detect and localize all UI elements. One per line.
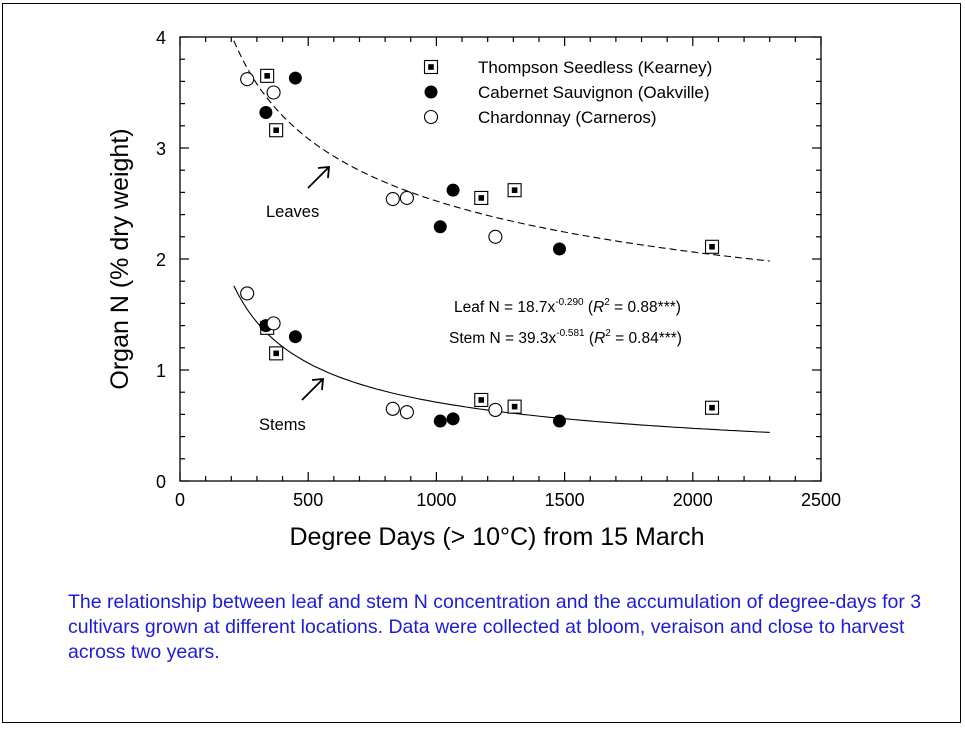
data-point-boxed-dot-square: [269, 346, 284, 361]
data-point-boxed-dot-square-dot: [511, 187, 518, 193]
data-point-boxed-dot-square-dot: [709, 404, 715, 411]
data-point-boxed-dot-square-dot: [264, 73, 270, 79]
y-tick-label: 0: [156, 472, 166, 492]
data-point-boxed-dot-square: [704, 400, 720, 415]
data-point-filled-circle: [433, 414, 447, 428]
data-point-boxed-dot-square: [507, 183, 522, 198]
stems-arrow: [301, 379, 323, 401]
data-point-open-circle: [240, 286, 255, 301]
x-tick-label: 2000: [673, 490, 713, 510]
ticks: 0 500 1000 1500 2000 2500 0 1 2 3 4: [156, 28, 841, 510]
legend-marker-filled-circle: [424, 85, 438, 99]
data-point-boxed-dot-square-dot: [273, 350, 279, 357]
leaves-arrow: [307, 167, 329, 189]
legend-marker-open-circle: [423, 109, 439, 125]
x-tick-label: 1500: [545, 490, 585, 510]
leaves-label: Leaves: [266, 203, 319, 221]
data-point-open-circle: [399, 190, 414, 205]
leaves-arrow-head: [317, 166, 330, 179]
data-point-filled-circle: [552, 414, 566, 428]
legend-label: Thompson Seedless (Kearney): [478, 58, 712, 77]
data-point-filled-circle: [288, 71, 302, 85]
y-tick-label: 4: [156, 28, 166, 48]
data-point-boxed-dot-square: [474, 190, 489, 205]
data-point-filled-circle: [446, 412, 460, 426]
data-point-open-circle: [399, 405, 414, 420]
y-tick-label: 3: [156, 139, 166, 159]
data-point-open-circle: [488, 229, 503, 244]
data-point-open-circle: [385, 192, 400, 207]
legend-label: Chardonnay (Carneros): [478, 108, 657, 127]
legend: Thompson Seedless (Kearney) Cabernet Sauv…: [423, 58, 712, 127]
data-point-boxed-dot-square: [507, 399, 522, 414]
annotations: Degree Days (> 10°C) from 15 March Organ…: [106, 128, 705, 551]
data-point-filled-circle: [552, 242, 566, 256]
data-point-open-circle: [488, 402, 503, 418]
x-tick-label: 500: [293, 490, 323, 510]
data-point-boxed-dot-square-dot: [478, 195, 485, 201]
stems-label: Stems: [259, 416, 306, 434]
data-point-filled-circle: [259, 105, 273, 119]
legend-marker-boxed-dot-square: [423, 59, 439, 75]
slide-frame: [2, 3, 961, 723]
data-point-filled-circle: [446, 183, 460, 197]
data-point-boxed-dot-square-dot: [511, 403, 518, 410]
x-tick-label: 2500: [801, 490, 841, 510]
x-tick-label: 0: [175, 490, 185, 510]
data-point-open-circle: [240, 72, 255, 87]
data-point-boxed-dot-square-dot: [709, 243, 715, 250]
data-point-open-circle: [266, 85, 281, 100]
y-tick-label: 1: [156, 361, 166, 381]
stems-arrow-head: [311, 378, 324, 391]
data-point-boxed-dot-square: [260, 68, 275, 83]
data-points: [240, 68, 720, 428]
data-point-filled-circle: [288, 330, 302, 344]
data-point-open-circle: [385, 401, 400, 416]
figure-caption: The relationship between leaf and stem N…: [68, 591, 922, 663]
x-tick-label: 1000: [416, 490, 456, 510]
data-point-boxed-dot-square-dot: [273, 127, 279, 134]
x-axis-label: Degree Days (> 10°C) from 15 March: [289, 523, 704, 551]
leaf-fit-curve: [233, 40, 770, 262]
data-point-boxed-dot-square-dot: [478, 397, 485, 403]
legend-label: Cabernet Sauvignon (Oakville): [478, 83, 710, 102]
legend-marker-boxed-dot-square-dot: [428, 64, 434, 70]
stem-equation: Stem N = 39.3x-0.581 (R2 = 0.84***): [449, 328, 682, 347]
data-point-boxed-dot-square: [474, 392, 489, 408]
y-axis-label: Organ N (% dry weight): [106, 128, 134, 389]
data-point-boxed-dot-square: [704, 239, 720, 254]
data-point-filled-circle: [433, 220, 447, 234]
y-tick-label: 2: [156, 250, 166, 270]
data-point-boxed-dot-square: [269, 123, 284, 138]
data-point-open-circle: [266, 316, 281, 331]
leaf-equation: Leaf N = 18.7x-0.290 (R2 = 0.88***): [454, 297, 681, 316]
